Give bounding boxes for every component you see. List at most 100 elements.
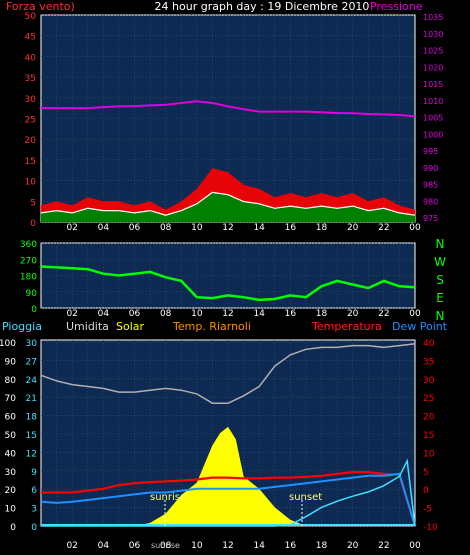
humidity-tick-label: 70 [5,394,17,404]
pressure-axis-title: Pressione [370,0,423,13]
x-tick-label: 12 [222,223,233,233]
legend-solar: Solar [116,320,145,333]
x-tick-label: 02 [66,541,77,551]
temp-tick-label: 0 [423,486,429,496]
sunset-label: sunset [289,492,322,503]
sunrise-label: sunrise [150,492,186,503]
pressure-tick-label: 1035 [423,13,443,22]
rain-tick-label: 3 [31,505,37,515]
x-tick-label: 20 [347,223,359,233]
pressure-line [41,100,416,118]
temperature-line [41,471,417,527]
compass-label: S [436,273,444,287]
rain-tick-label: 30 [26,339,38,349]
pressure-tick-label: 985 [423,181,438,190]
solar-area [41,426,415,526]
x-tick-label: 12 [222,541,233,551]
temp-tick-label: 5 [423,468,429,478]
x-tick-label: 20 [347,541,359,551]
humidity-line [40,342,416,404]
x-tick-label: 14 [253,541,265,551]
wind-tick-label: 25 [25,116,36,126]
wind-tick-label: 50 [25,12,37,22]
temp-tick-label: 40 [423,339,435,349]
temp-tick-label: 10 [423,449,435,459]
wind-tick-label: 30 [25,95,37,105]
axis-labels: 0510152025303540455097598098599099510001… [0,12,446,551]
compass-label: E [436,291,444,305]
rain-tick-label: 27 [26,357,37,367]
legend-dew-point: Dew Point [392,320,448,333]
temp-tick-label: 25 [423,394,434,404]
humidity-tick-label: 0 [10,523,16,533]
humidity-tick-label: 30 [5,468,17,478]
temp-tick-label: -5 [423,505,432,515]
direction-tick-label: 180 [20,273,37,283]
series-marks [40,100,417,527]
humidity-tick-label: 60 [5,413,17,423]
x-tick-label: 16 [285,223,297,233]
x-tick-label: 10 [191,541,203,551]
pressure-tick-label: 1010 [423,97,443,106]
x-sunrise-label: sunrise [151,541,180,550]
rain-tick-label: 9 [31,468,37,478]
x-tick-label: 14 [253,309,265,319]
x-tick-label: 22 [378,541,389,551]
humidity-tick-label: 10 [5,505,17,515]
direction-tick-label: 0 [31,305,37,315]
x-tick-label: 18 [316,541,328,551]
pressure-tick-label: 1025 [423,47,443,56]
wind-average-area [41,192,415,222]
x-tick-label: 16 [285,541,297,551]
chart-title: 24 hour graph day : 19 Dicembre 2010 [155,0,370,13]
temp-tick-label: 20 [423,413,435,423]
humidity-tick-label: 100 [0,339,16,349]
rain-tick-label: 24 [26,376,38,386]
pressure-tick-label: 1000 [423,130,443,139]
x-tick-label: 16 [285,309,297,319]
wind-tick-label: 45 [25,33,36,43]
compass-label: N [436,237,445,251]
pressure-tick-label: 995 [423,147,438,156]
humidity-tick-label: 90 [5,357,17,367]
rain-tick-label: 21 [26,394,37,404]
pressure-tick-label: 975 [423,214,438,223]
rain-tick-label: 12 [26,449,37,459]
x-tick-label: 06 [129,309,141,319]
rain-tick-label: 18 [26,413,38,423]
pressure-tick-label: 1015 [423,80,443,89]
temp-tick-label: 35 [423,357,434,367]
legend-temperature: Temperatura [311,320,382,333]
wind-tick-label: 10 [25,178,37,188]
x-tick-label: 06 [129,541,141,551]
wind-tick-label: 0 [30,219,36,229]
direction-tick-label: 360 [20,240,37,250]
x-tick-label: 04 [98,309,110,319]
x-tick-label: 14 [253,223,265,233]
x-tick-label: 02 [66,309,77,319]
legend-humidity: Umidita [66,320,109,333]
pressure-tick-label: 1030 [423,30,443,39]
x-tick-label: 18 [316,309,328,319]
x-tick-label: 22 [378,309,389,319]
temp-tick-label: 15 [423,431,434,441]
x-tick-label: 22 [378,223,389,233]
pressure-tick-label: 980 [423,197,438,206]
humidity-tick-label: 40 [5,449,17,459]
pressure-tick-label: 1020 [423,63,443,72]
x-tick-label: 00 [409,309,421,319]
wind-tick-label: 15 [25,157,36,167]
direction-tick-label: 90 [26,289,38,299]
x-tick-label: 08 [160,309,172,319]
pressure-tick-label: 990 [423,164,438,173]
compass-label: N [436,309,445,323]
dew-point-line [40,472,416,527]
x-tick-label: 18 [316,223,328,233]
wind-axis-title: Forza vento) [6,0,75,13]
direction-line [40,265,416,302]
x-tick-label: 00 [409,223,421,233]
rain-tick-label: 6 [31,486,37,496]
x-tick-label: 00 [409,541,421,551]
wind-speed-line [40,191,416,216]
